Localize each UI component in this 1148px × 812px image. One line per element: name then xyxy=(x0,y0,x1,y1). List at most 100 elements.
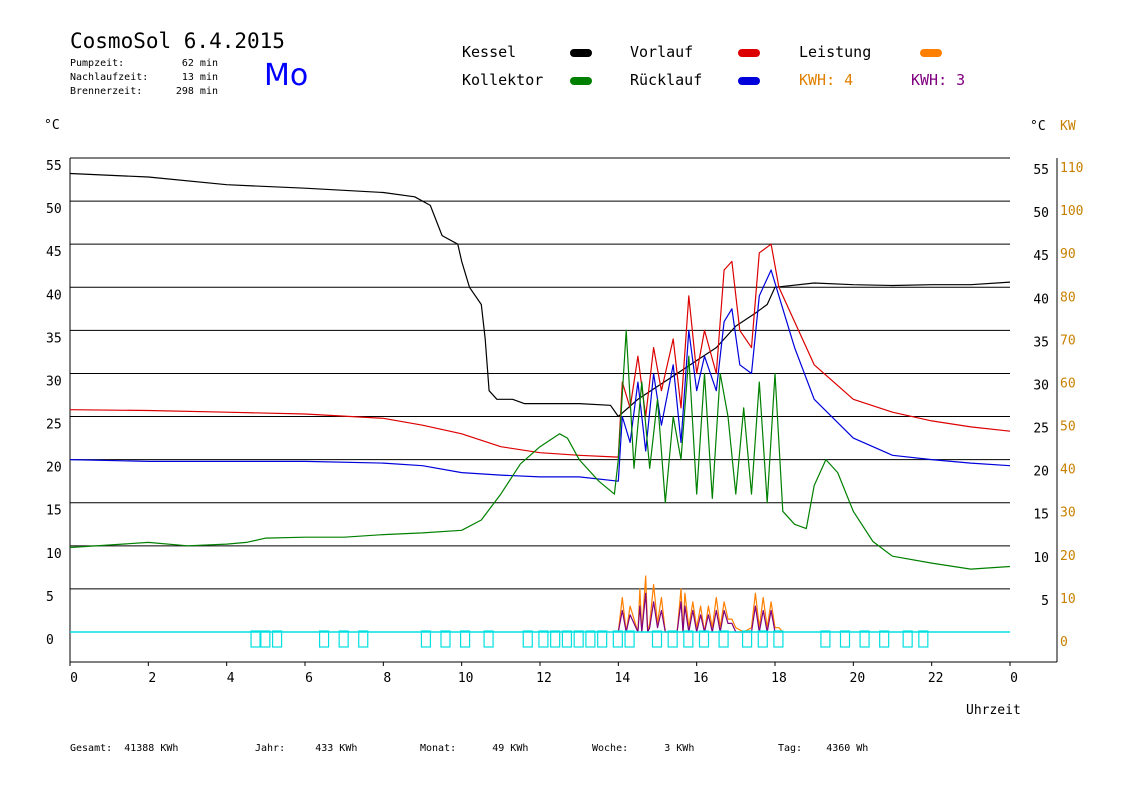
pump-marker xyxy=(597,630,608,648)
x-tick-label: 6 xyxy=(305,671,313,686)
pump-marker xyxy=(902,630,913,648)
y-tick-label-right: 35 xyxy=(1033,335,1049,350)
pump-marker xyxy=(260,630,271,648)
pump-marker xyxy=(698,630,710,648)
pump-marker xyxy=(839,630,851,648)
y-tick-label-left: 50 xyxy=(46,202,62,217)
footer-value: 4360 Wh xyxy=(826,743,869,754)
pump-marker xyxy=(250,630,261,648)
y-tick-label-left: 45 xyxy=(46,245,62,260)
pump-marker xyxy=(879,630,890,648)
y-tick-label-left: 15 xyxy=(46,504,62,519)
pump-marker xyxy=(667,630,678,648)
y-tick-label-left: 30 xyxy=(46,374,62,389)
x-tick-label: 22 xyxy=(928,671,944,686)
pump-marker xyxy=(550,630,561,648)
kessel-line xyxy=(69,172,1011,418)
pump-marker xyxy=(612,630,623,648)
info-brennerzeit: Brennerzeit: 298 min xyxy=(70,86,218,97)
kw-tick-label: 30 xyxy=(1060,506,1076,521)
footer-woche: Woche: 3 KWh xyxy=(592,743,694,754)
footer-label: Monat: xyxy=(420,743,457,754)
leistung-line xyxy=(617,575,784,633)
y-tick-label-left: 40 xyxy=(46,288,62,303)
legend-kwh1: KWH: 4 xyxy=(799,71,853,89)
footer-gesamt: Gesamt: 41388 KWh xyxy=(70,743,178,754)
x-tick-label: 8 xyxy=(383,671,391,686)
pump-marker xyxy=(651,630,663,648)
pump-marker xyxy=(483,630,494,648)
kw-tick-label: 50 xyxy=(1060,420,1076,435)
pump-marker xyxy=(624,630,635,648)
footer-value: 49 KWh xyxy=(492,743,529,754)
info-label: Brennerzeit: xyxy=(70,86,143,97)
info-pumpzeit: Pumpzeit: 62 min xyxy=(70,58,218,69)
vorlauf-line xyxy=(69,243,1011,458)
kw-tick-label: 100 xyxy=(1060,204,1083,219)
x-tick-label: 4 xyxy=(227,671,235,686)
y-tick-label-left: 5 xyxy=(46,590,54,605)
y-tick-label-right: 15 xyxy=(1033,508,1049,523)
legend-kollektor: Kollektor xyxy=(462,71,544,89)
y-tick-label-left: 55 xyxy=(46,159,62,174)
x-tick-label: 2 xyxy=(148,671,156,686)
legend-kwh2: KWH: 3 xyxy=(911,71,965,89)
footer-label: Gesamt: xyxy=(70,743,113,754)
kwh1-value: 4 xyxy=(844,71,854,89)
y-tick-label-left: 10 xyxy=(46,547,62,562)
footer-jahr: Jahr: 433 KWh xyxy=(255,743,357,754)
x-axis-label: Uhrzeit xyxy=(966,703,1021,718)
legend-vorlauf-swatch xyxy=(738,49,760,57)
pump-marker xyxy=(757,630,768,648)
y-axis-unit-right: °C xyxy=(1030,119,1046,134)
legend-kollektor-swatch xyxy=(570,77,592,85)
kw-tick-label: 110 xyxy=(1060,161,1083,176)
footer-value: 3 KWh xyxy=(664,743,695,754)
x-tick-label: 0 xyxy=(1010,671,1018,686)
kw-tick-label: 10 xyxy=(1060,592,1076,607)
pump-marker xyxy=(585,630,596,648)
legend-leistung-swatch xyxy=(920,49,942,57)
pump-marker xyxy=(358,630,369,648)
kwh2-value: 3 xyxy=(956,71,966,89)
x-tick-label: 20 xyxy=(850,671,866,686)
info-value: 62 min xyxy=(181,58,218,69)
y-tick-label-right: 45 xyxy=(1033,249,1049,264)
x-tick-label: 18 xyxy=(771,671,787,686)
y-tick-label-right: 55 xyxy=(1033,163,1049,178)
y-axis-unit-left: °C xyxy=(44,118,60,133)
pump-marker xyxy=(773,630,784,648)
kollektor-line xyxy=(69,329,1011,570)
kw-tick-label: 90 xyxy=(1060,247,1076,262)
y-tick-label-right: 50 xyxy=(1033,206,1049,221)
x-tick-label: 16 xyxy=(693,671,709,686)
pump-marker xyxy=(718,630,729,648)
info-label: Nachlaufzeit: xyxy=(70,72,149,83)
y-tick-label-left: 25 xyxy=(46,418,62,433)
pump-marker xyxy=(459,630,471,648)
legend-vorlauf: Vorlauf xyxy=(630,43,694,61)
info-value: 13 min xyxy=(181,72,218,83)
legend-ruecklauf: Rücklauf xyxy=(630,71,703,89)
footer-label: Tag: xyxy=(778,743,803,754)
pump-marker xyxy=(820,630,831,648)
y-tick-label-left: 0 xyxy=(46,633,54,648)
x-tick-label: 12 xyxy=(536,671,552,686)
kw-tick-label: 20 xyxy=(1060,549,1076,564)
y-tick-label-left: 35 xyxy=(46,331,62,346)
page-title: CosmoSol 6.4.2015 xyxy=(70,29,285,53)
pump-marker xyxy=(741,630,753,648)
kw-tick-label: 60 xyxy=(1060,376,1076,391)
footer-label: Jahr: xyxy=(255,743,286,754)
y-tick-label-right: 25 xyxy=(1033,422,1049,437)
kw-tick-label: 40 xyxy=(1060,463,1076,478)
pump-marker xyxy=(561,630,573,648)
y-tick-label-right: 20 xyxy=(1033,465,1049,480)
y-tick-label-right: 40 xyxy=(1033,292,1049,307)
kw-tick-label: 70 xyxy=(1060,333,1076,348)
pump-marker xyxy=(271,630,283,648)
weekday-label: Mo xyxy=(264,58,309,93)
pump-marker xyxy=(440,630,451,648)
y-tick-label-right: 30 xyxy=(1033,378,1049,393)
